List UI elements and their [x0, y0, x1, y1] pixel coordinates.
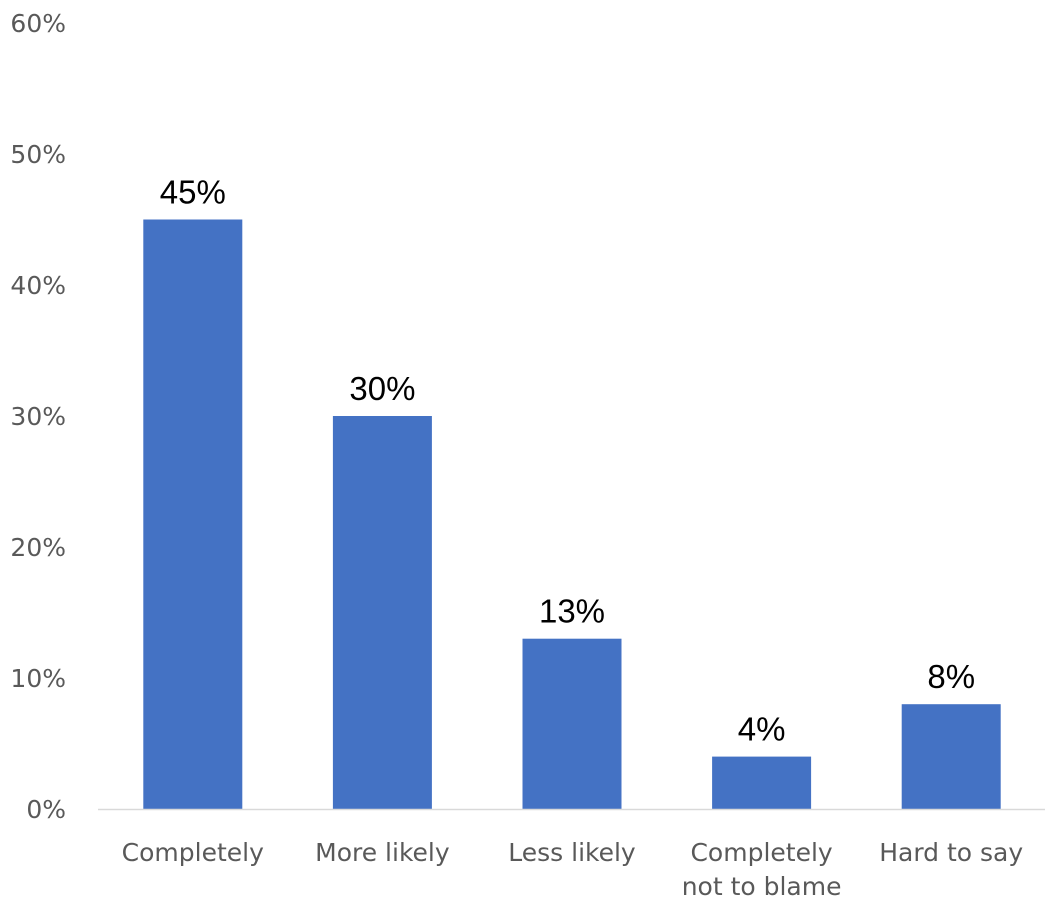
category-label: More likely [315, 838, 450, 867]
category-label-line: Completely [690, 838, 832, 867]
data-label: 8% [927, 658, 975, 695]
category-label: Less likely [508, 838, 636, 867]
category-label: Completely [122, 838, 264, 867]
bar [712, 756, 812, 809]
y-tick-label: 10% [10, 664, 66, 693]
bars [143, 219, 1001, 809]
y-tick-label: 50% [10, 140, 66, 169]
data-label: 13% [539, 593, 605, 630]
category-label: Completely not to blame [682, 838, 842, 901]
category-label: Hard to say [879, 838, 1023, 867]
bar [143, 219, 243, 809]
category-labels: Completely More likely Less likely Complete… [122, 838, 1024, 901]
y-tick-label: 20% [10, 533, 66, 562]
category-label-line: More likely [315, 838, 450, 867]
y-tick-label: 40% [10, 271, 66, 300]
category-label-line: not to blame [682, 872, 842, 901]
y-tick-label: 30% [10, 402, 66, 431]
category-label-line: Hard to say [879, 838, 1023, 867]
y-axis-ticks: 0% 10% 20% 30% 40% 50% 60% [10, 9, 66, 824]
data-label: 45% [160, 174, 226, 211]
data-labels: 45% 30% 13% 4% 8% [160, 174, 975, 748]
y-tick-label: 60% [10, 9, 66, 38]
category-label-line: Less likely [508, 838, 636, 867]
y-tick-label: 0% [26, 795, 66, 824]
bar [332, 416, 432, 809]
category-label-line: Completely [122, 838, 264, 867]
bar [522, 638, 622, 809]
data-label: 4% [738, 711, 786, 748]
data-label: 30% [349, 370, 415, 407]
bar [901, 704, 1001, 809]
